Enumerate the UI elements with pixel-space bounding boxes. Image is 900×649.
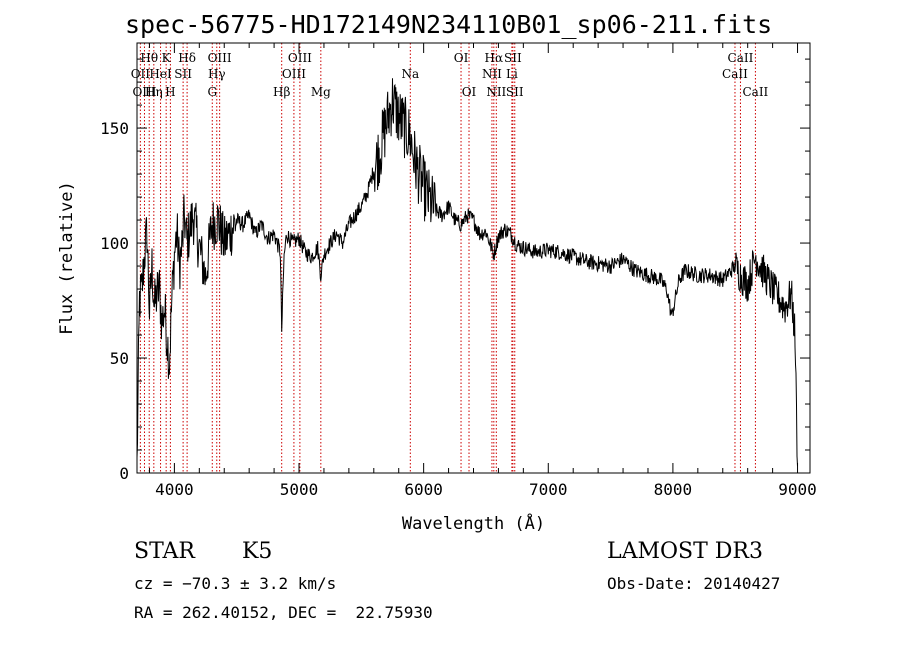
line-label: G — [207, 85, 217, 99]
y-axis-label: Flux (relative) — [57, 181, 77, 335]
line-label: Hβ — [273, 85, 290, 99]
x-tick-label: 4000 — [155, 480, 194, 499]
line-label: CaII — [722, 67, 748, 81]
line-label: CaII — [742, 85, 768, 99]
line-label: OI — [454, 51, 469, 65]
line-label: Na — [401, 67, 419, 81]
x-tick-label: 9000 — [778, 480, 817, 499]
x-tick-label: 8000 — [654, 480, 693, 499]
y-tick-label: 150 — [100, 119, 129, 138]
object-class: STAR — [134, 539, 195, 564]
chart-title: spec-56775-HD172149N234110B01_sp06-211.f… — [125, 10, 773, 39]
line-label: SII — [174, 67, 192, 81]
emission-line-markers — [139, 43, 756, 473]
line-label: OI — [462, 85, 477, 99]
emission-line-labels: Hθ OII OIII K HeI Hη SII H Hδ OIII Hγ G Hβ OIII OIII Mg… — [131, 51, 769, 99]
subclass: K5 — [242, 539, 273, 564]
line-label: Hθ — [140, 51, 158, 65]
line-label: Li — [506, 67, 518, 81]
line-label: K — [162, 51, 172, 65]
x-tick-label: 5000 — [280, 480, 319, 499]
line-label: H — [165, 85, 175, 99]
y-axis-ticks: 0 50 100 150 — [100, 58, 810, 483]
line-label: HeI — [149, 67, 172, 81]
line-label: Hδ — [178, 51, 196, 65]
x-tick-label: 6000 — [404, 480, 443, 499]
line-label: Hα — [485, 51, 504, 65]
y-tick-label: 100 — [100, 234, 129, 253]
y-tick-label: 50 — [110, 349, 129, 368]
line-label: SII — [506, 85, 524, 99]
x-axis-label: Wavelength (Å) — [402, 512, 545, 534]
x-tick-label: 7000 — [529, 480, 568, 499]
line-label: NII — [486, 85, 506, 99]
line-label: Hη — [145, 85, 163, 99]
obs-date: Obs-Date: 20140427 — [607, 574, 781, 593]
x-axis-ticks: 4000 5000 6000 7000 8000 9000 — [148, 43, 817, 499]
line-label: OIII — [208, 51, 232, 65]
line-label: NII — [482, 67, 502, 81]
line-label: CaII — [728, 51, 754, 65]
line-label: Mg — [311, 85, 331, 99]
plot-frame — [136, 42, 811, 474]
spectrum-line — [136, 78, 798, 467]
line-label: OIII — [282, 67, 306, 81]
line-label: OII — [131, 67, 151, 81]
coordinates: RA = 262.40152, DEC = 22.75930 — [134, 603, 433, 622]
line-label: OIII — [132, 85, 156, 99]
line-label: Hγ — [208, 67, 226, 81]
line-label: OIII — [288, 51, 312, 65]
y-tick-label: 0 — [119, 464, 129, 483]
survey-name: LAMOST DR3 — [607, 539, 763, 564]
redshift-text: cz = −70.3 ± 3.2 km/s — [134, 574, 337, 593]
line-label: SII — [504, 51, 522, 65]
